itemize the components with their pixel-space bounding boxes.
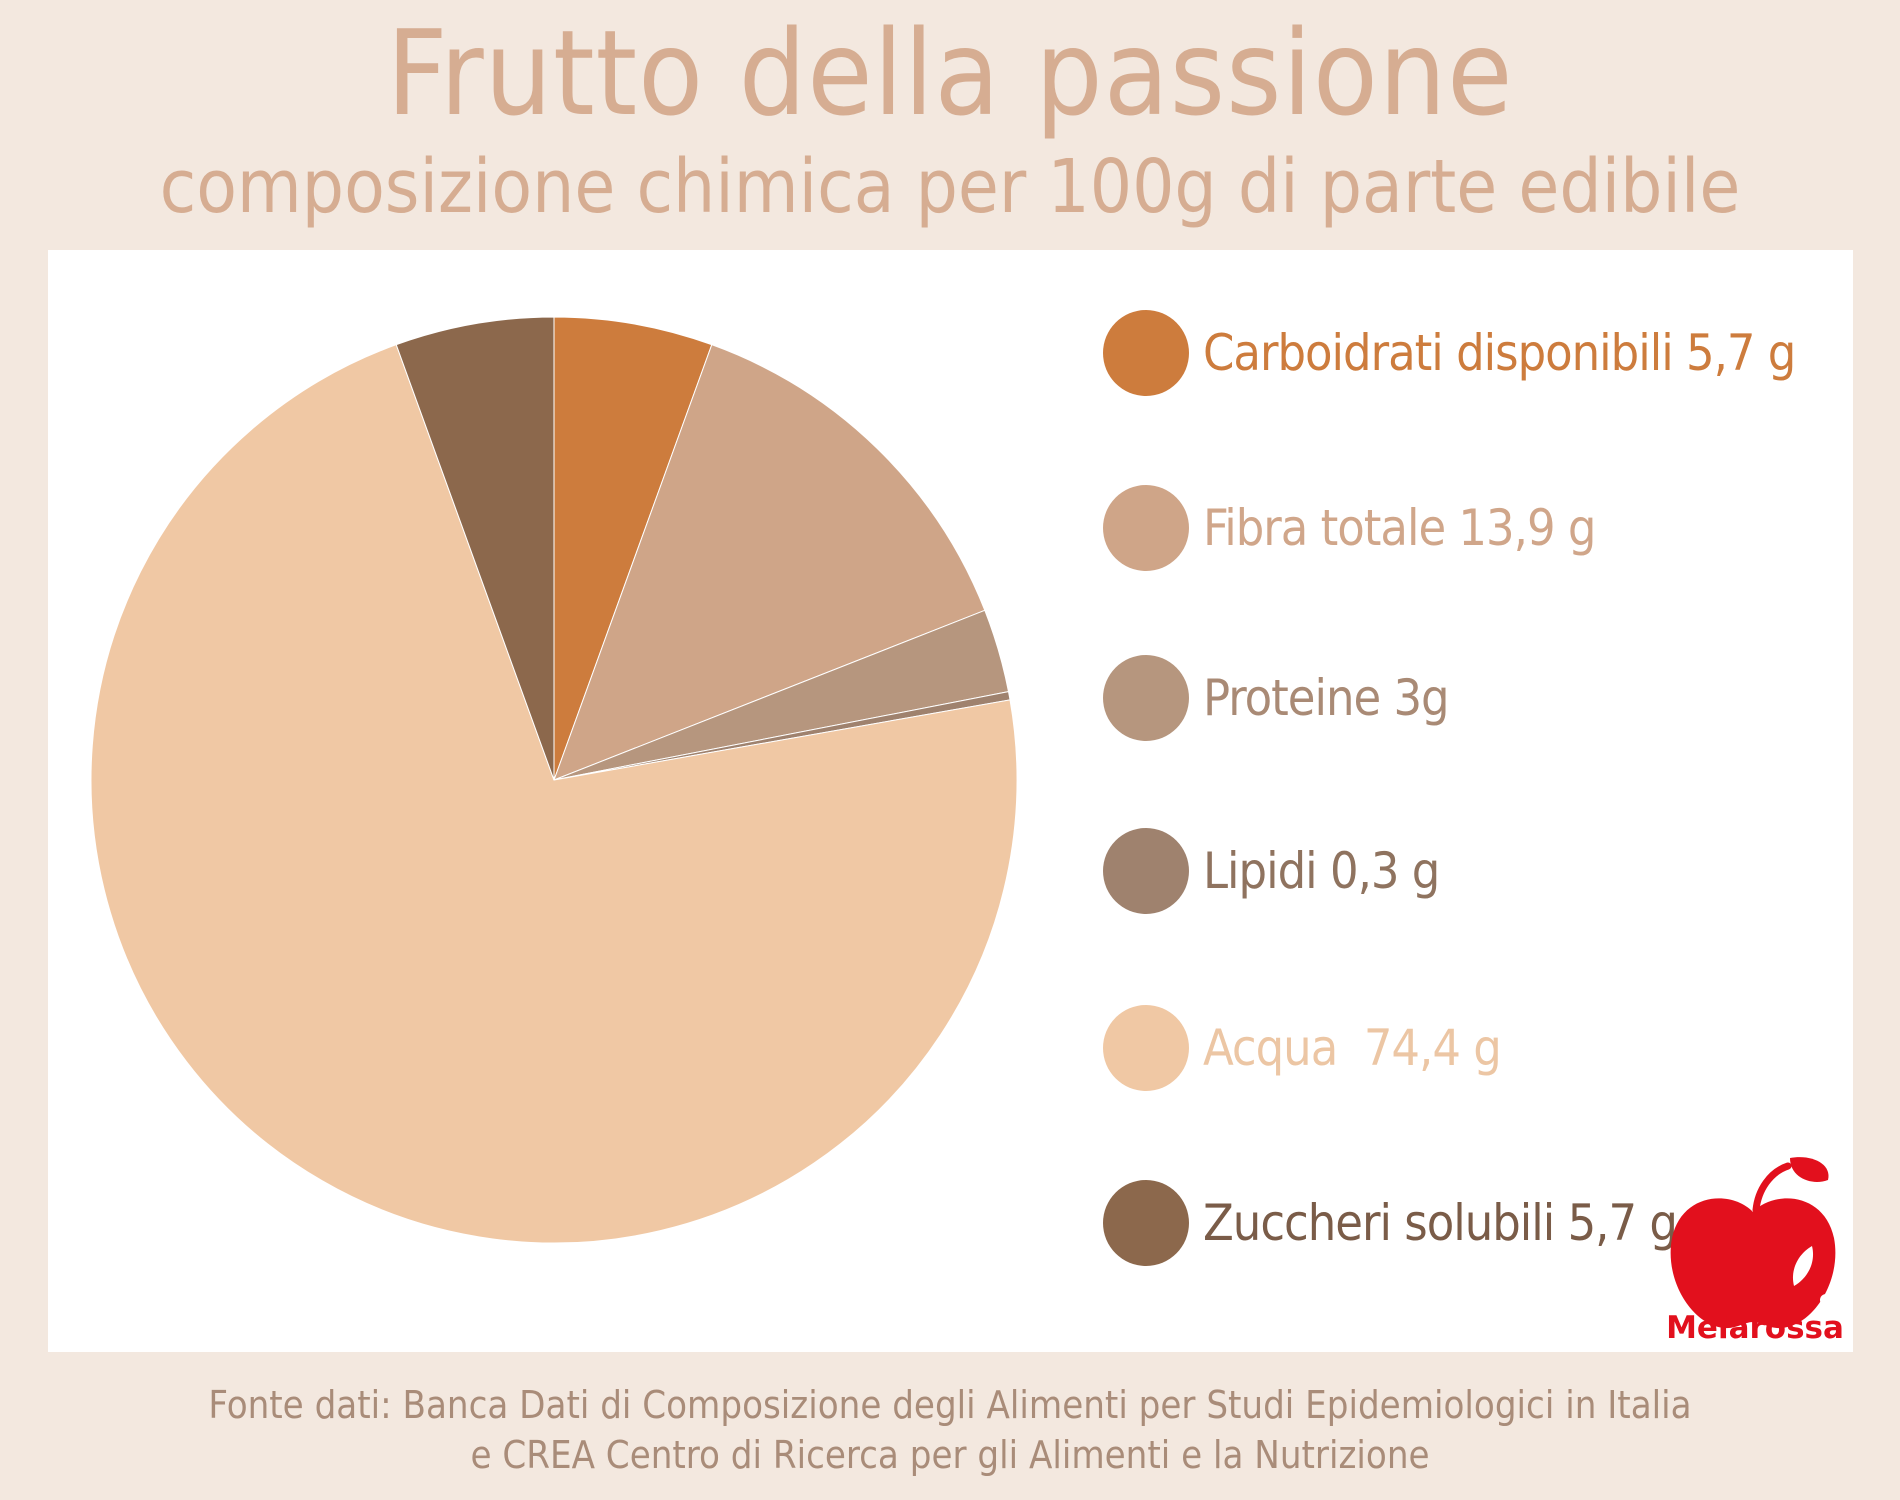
legend-item-0: Carboidrati disponibili 5,7 g [1103,310,1796,396]
legend-label-3: Lipidi 0,3 g [1203,842,1440,900]
chart-title: Frutto della passione [386,4,1514,142]
legend-item-2: Proteine 3g [1103,655,1450,741]
legend-label-0: Carboidrati disponibili 5,7 g [1203,324,1796,382]
legend: Carboidrati disponibili 5,7 g Fibra total… [1103,250,1803,1352]
legend-item-5: Zuccheri solubili 5,7 g [1103,1180,1678,1266]
legend-label-1: Fibra totale 13,9 g [1203,499,1596,557]
pie-slice-0 [553,316,713,781]
chart-subtitle: composizione chimica per 100g di parte e… [159,144,1741,230]
pie-slice-5 [395,316,555,781]
brand-name: Melarossa [1666,1310,1844,1346]
source-line-1: Fonte dati: Banca Dati di Composizione d… [208,1383,1692,1427]
legend-swatch-0 [1103,310,1189,396]
melarossa-apple-logo [1670,1157,1836,1329]
legend-item-4: Acqua 74,4 g [1103,1005,1502,1091]
legend-swatch-5 [1103,1180,1189,1266]
source-line-2: e CREA Centro di Ricerca per gli Aliment… [470,1433,1430,1477]
legend-label-5: Zuccheri solubili 5,7 g [1203,1194,1678,1252]
pie-slice-1 [553,344,986,781]
legend-label-4: Acqua 74,4 g [1203,1019,1502,1077]
legend-swatch-1 [1103,485,1189,571]
legend-item-1: Fibra totale 13,9 g [1103,485,1596,571]
legend-swatch-4 [1103,1005,1189,1091]
legend-item-3: Lipidi 0,3 g [1103,828,1440,914]
legend-swatch-3 [1103,828,1189,914]
chart-panel: Carboidrati disponibili 5,7 g Fibra total… [48,250,1853,1352]
pie-slice-4 [90,344,1018,1244]
source-note: Fonte dati: Banca Dati di Composizione d… [0,1380,1900,1480]
legend-swatch-2 [1103,655,1189,741]
pie-chart [90,316,1018,1244]
legend-label-2: Proteine 3g [1203,669,1450,727]
